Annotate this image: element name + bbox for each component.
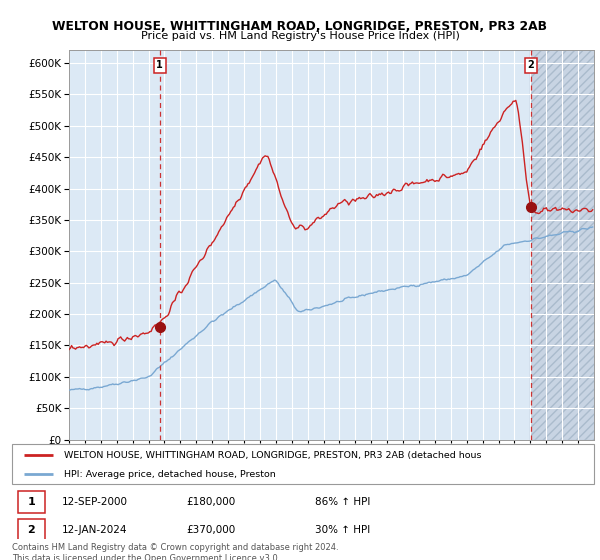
FancyBboxPatch shape	[18, 491, 44, 513]
Text: 2: 2	[527, 60, 534, 71]
Text: HPI: Average price, detached house, Preston: HPI: Average price, detached house, Pres…	[64, 470, 276, 479]
Text: 12-SEP-2000: 12-SEP-2000	[61, 497, 127, 507]
Text: 86% ↑ HPI: 86% ↑ HPI	[314, 497, 370, 507]
Text: 12-JAN-2024: 12-JAN-2024	[61, 525, 127, 535]
Text: WELTON HOUSE, WHITTINGHAM ROAD, LONGRIDGE, PRESTON, PR3 2AB: WELTON HOUSE, WHITTINGHAM ROAD, LONGRIDG…	[53, 20, 548, 32]
Text: Price paid vs. HM Land Registry's House Price Index (HPI): Price paid vs. HM Land Registry's House …	[140, 31, 460, 41]
Text: 30% ↑ HPI: 30% ↑ HPI	[314, 525, 370, 535]
FancyBboxPatch shape	[12, 444, 594, 484]
Text: WELTON HOUSE, WHITTINGHAM ROAD, LONGRIDGE, PRESTON, PR3 2AB (detached hous: WELTON HOUSE, WHITTINGHAM ROAD, LONGRIDG…	[64, 451, 482, 460]
Text: £370,000: £370,000	[187, 525, 236, 535]
Text: 1: 1	[28, 497, 35, 507]
Text: Contains HM Land Registry data © Crown copyright and database right 2024.
This d: Contains HM Land Registry data © Crown c…	[12, 543, 338, 560]
Text: 2: 2	[28, 525, 35, 535]
Bar	[530, 50, 600, 440]
Text: 1: 1	[156, 60, 163, 71]
FancyBboxPatch shape	[18, 519, 44, 541]
Text: £180,000: £180,000	[187, 497, 236, 507]
Bar	[530, 50, 600, 440]
